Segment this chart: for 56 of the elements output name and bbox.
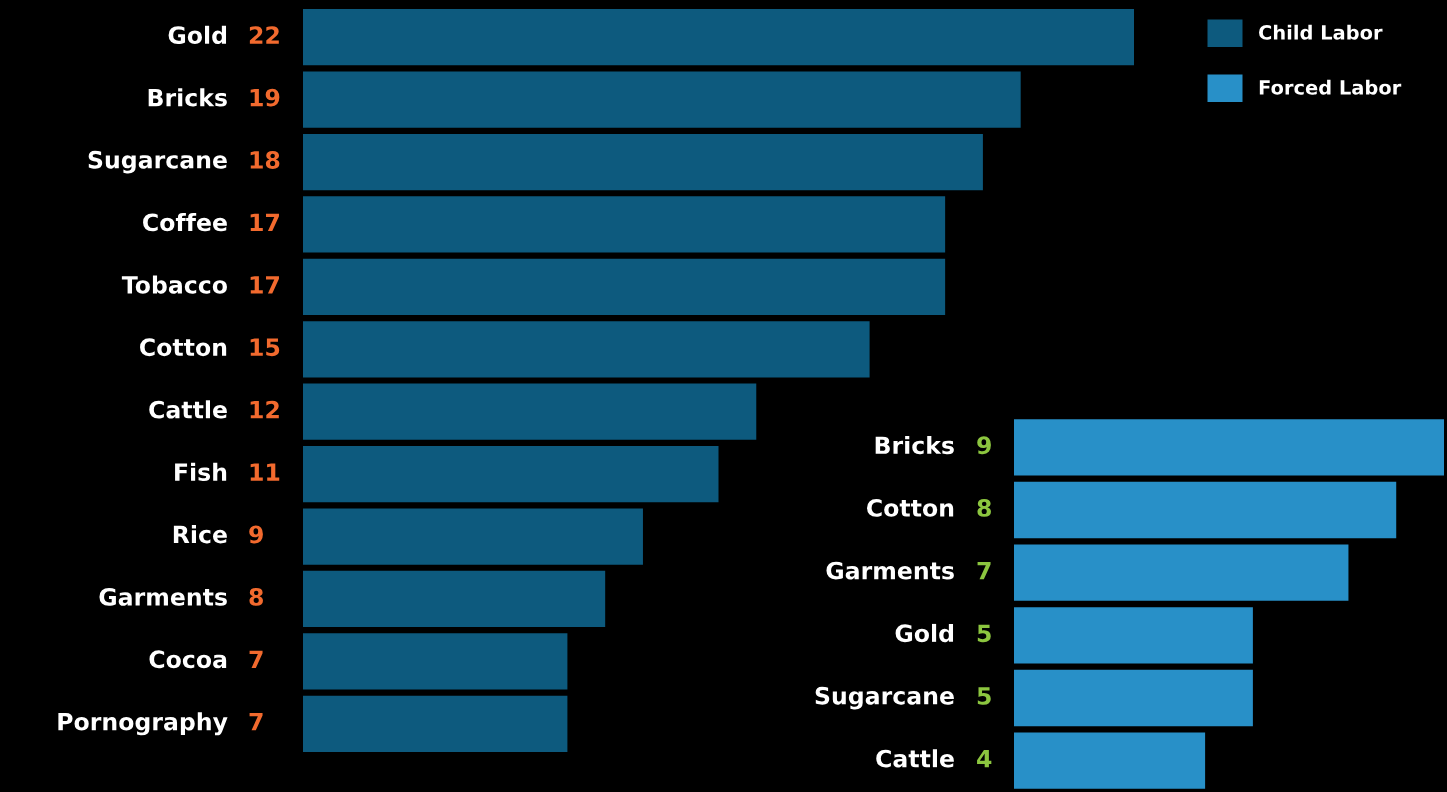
- bar: [303, 508, 643, 565]
- y-tick-label: Cotton: [867, 498, 954, 517]
- data-label: 9: [977, 436, 991, 455]
- legend-label: Child Labor: [1259, 24, 1383, 40]
- bar: [303, 196, 946, 253]
- data-label: 12: [250, 400, 279, 419]
- data-label: 11: [250, 463, 280, 481]
- bar: [303, 133, 983, 191]
- y-tick-label: Sugarcane: [815, 686, 954, 710]
- y-tick-label: Sugarcane: [88, 150, 227, 174]
- bar: [303, 321, 870, 378]
- bar: [1014, 732, 1206, 789]
- bar: [303, 570, 606, 628]
- y-tick-label: Cattle: [876, 749, 954, 768]
- data-label: 5: [977, 687, 991, 705]
- y-tick-label: Bricks: [875, 435, 954, 455]
- y-tick-label: Pornography: [58, 712, 228, 736]
- bar: [303, 695, 568, 752]
- bar: [303, 383, 757, 440]
- data-label: 7: [977, 561, 991, 580]
- bar: [303, 446, 719, 503]
- y-tick-label: Coffee: [143, 213, 227, 232]
- data-label: 5: [977, 624, 991, 643]
- bar: [1014, 481, 1397, 539]
- data-label: 4: [977, 749, 992, 768]
- data-label: 17: [250, 213, 279, 231]
- y-tick-label: Rice: [173, 525, 227, 544]
- y-tick-label: Cocoa: [149, 650, 227, 669]
- data-label: 9: [249, 525, 263, 544]
- data-label: 17: [250, 276, 279, 294]
- bar: [303, 258, 946, 315]
- y-tick-label: Garments: [826, 561, 954, 580]
- y-tick-label: Gold: [168, 25, 227, 45]
- y-tick-label: Gold: [895, 623, 954, 643]
- bar: [1014, 607, 1253, 664]
- bar: [303, 633, 568, 690]
- data-label: 15: [250, 338, 280, 357]
- data-label: 18: [250, 151, 280, 169]
- y-tick-label: Tobacco: [121, 275, 227, 294]
- bar: [1014, 669, 1253, 727]
- data-label: 7: [249, 650, 263, 668]
- data-label: 22: [249, 26, 279, 44]
- y-tick-label: Cotton: [140, 338, 227, 357]
- legend-label: Forced Labor: [1259, 79, 1402, 95]
- bar: [303, 71, 1021, 128]
- data-label: 8: [249, 587, 263, 606]
- y-tick-label: Bricks: [148, 88, 227, 107]
- bar: [1014, 419, 1444, 476]
- y-tick-label: Cattle: [149, 400, 227, 419]
- y-tick-label: Garments: [99, 587, 227, 606]
- bar: [303, 9, 1134, 66]
- bar: [1014, 544, 1349, 601]
- y-tick-label: Fish: [175, 462, 227, 481]
- data-label: 7: [249, 713, 263, 731]
- data-label: 8: [977, 498, 991, 517]
- data-label: 19: [250, 88, 280, 107]
